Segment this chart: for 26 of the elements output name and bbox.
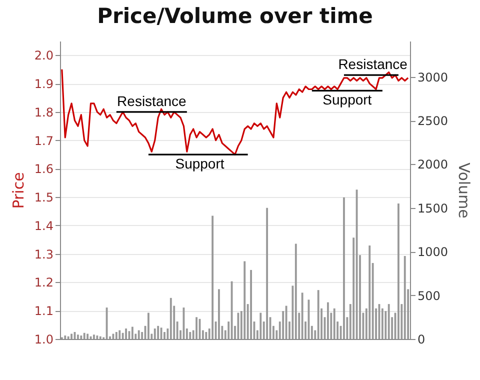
y-tick-label: 1.3 <box>34 247 54 262</box>
y2-axis-title: Volume <box>455 162 474 218</box>
y-tick-label: 1.9 <box>34 77 54 92</box>
annotation: Support <box>322 92 372 108</box>
y-tick-label: 1.5 <box>34 190 54 205</box>
y-tick-label: 2.0 <box>34 48 54 63</box>
chart-title: Price/Volume over time <box>97 4 373 28</box>
annotation: Support <box>175 156 224 172</box>
y2-tick-label: 2000 <box>418 158 448 172</box>
y2-tick-label: 1000 <box>418 245 448 260</box>
line-series <box>61 68 409 156</box>
y2-tick-label: 1500 <box>418 201 448 216</box>
y2-tick-label: 2500 <box>418 114 448 128</box>
y-tick-label: 1.2 <box>34 276 54 290</box>
annotation: Resistance <box>338 56 408 72</box>
annotation: Resistance <box>117 92 187 109</box>
y2-tick-label: 0 <box>418 332 426 346</box>
y2-tick-label: 500 <box>418 288 440 303</box>
y2-tick-label: 3000 <box>418 70 448 84</box>
y-tick-label: 1.4 <box>34 218 54 233</box>
y-tick-label: 1.1 <box>34 304 54 318</box>
y-axis-title: Price <box>9 172 28 209</box>
y-tick-label: 1.7 <box>34 134 54 148</box>
y-tick-label: 1.0 <box>34 332 54 346</box>
y-tick-label: 1.6 <box>34 162 54 176</box>
y-tick-label: 1.8 <box>34 105 54 120</box>
